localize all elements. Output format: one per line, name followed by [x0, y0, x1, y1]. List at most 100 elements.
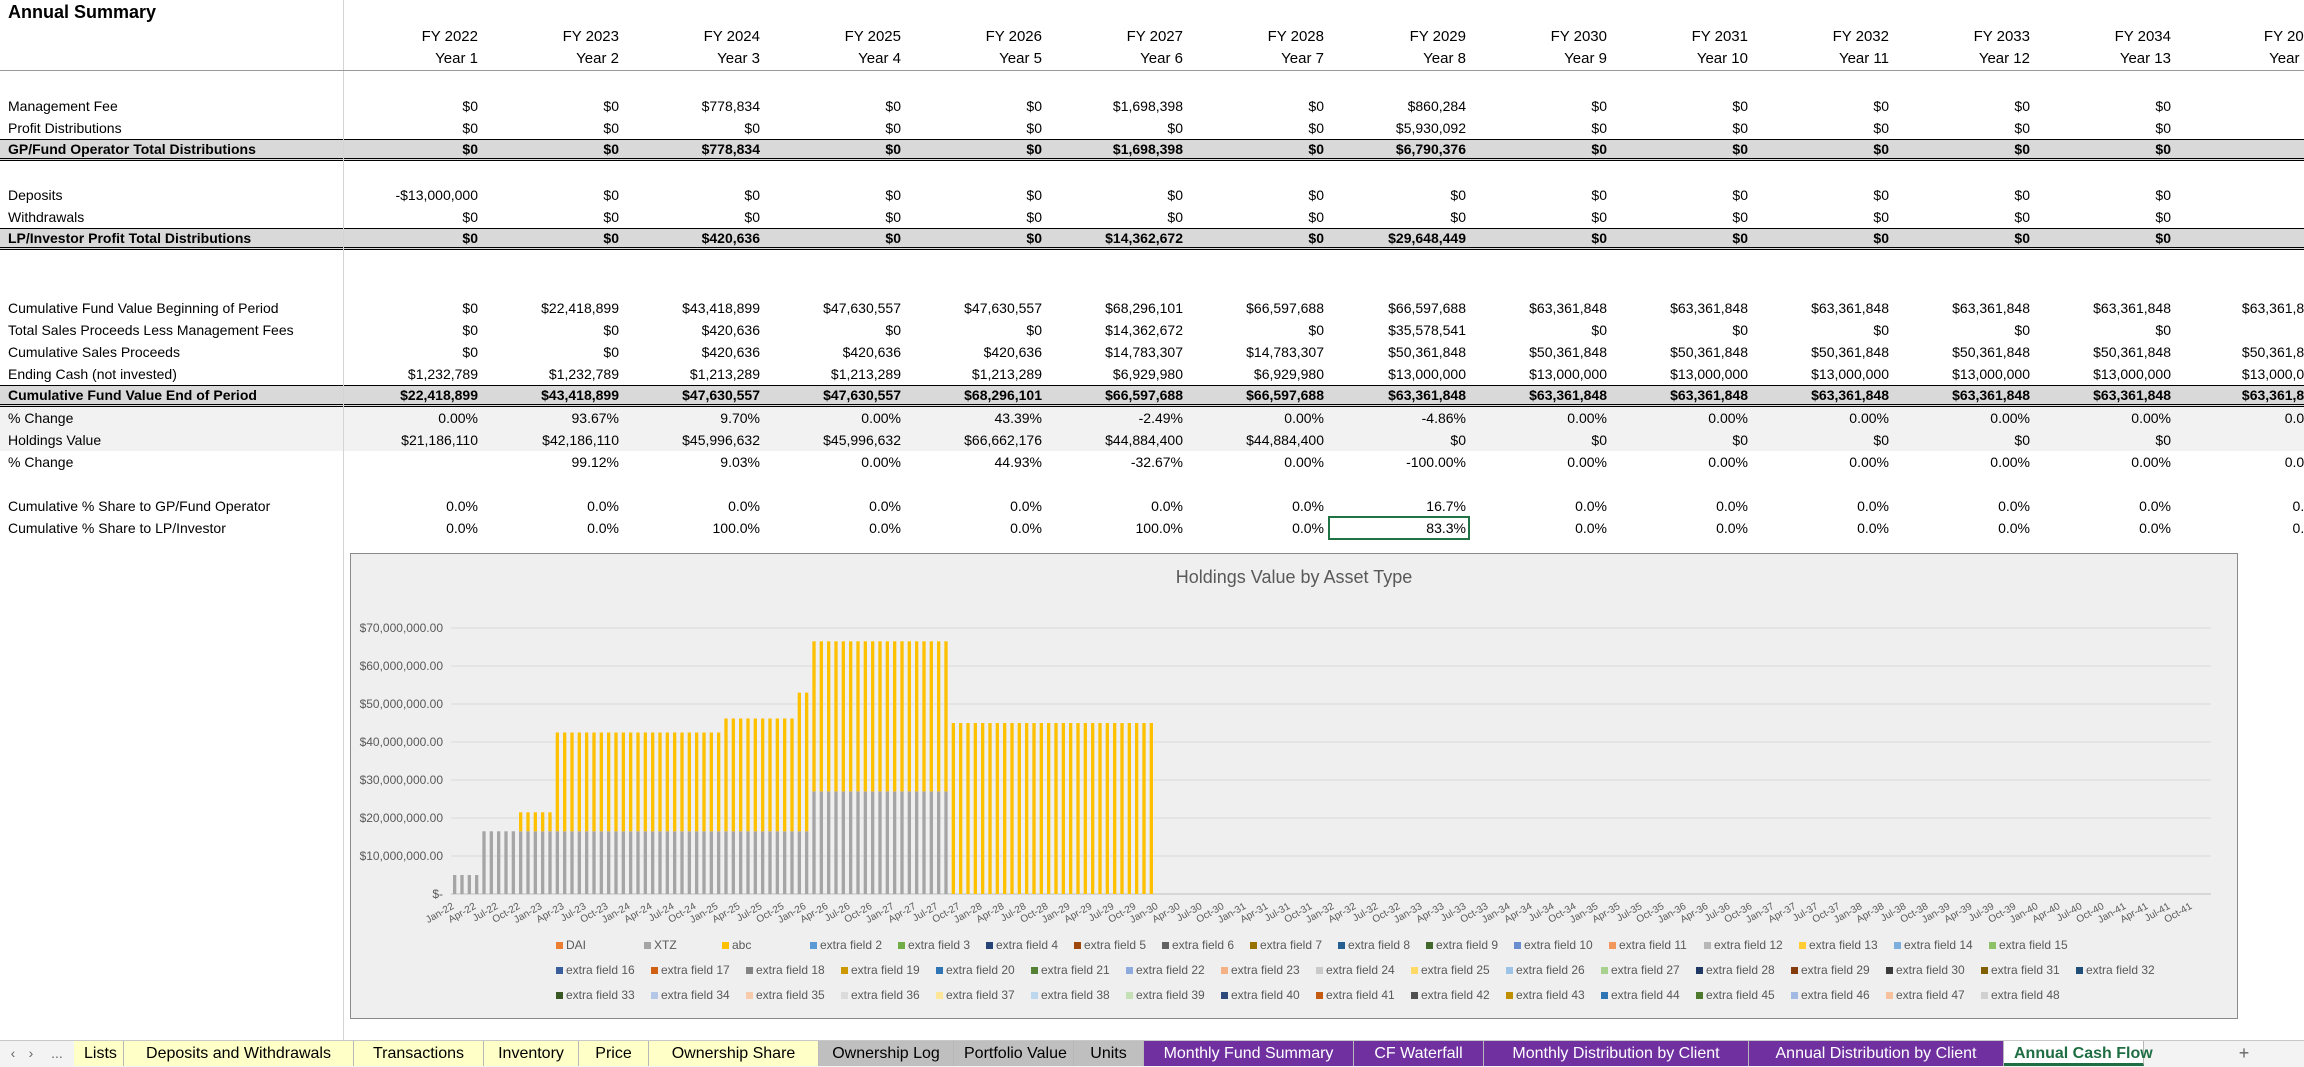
value-cell[interactable]: $0	[1591, 432, 1607, 448]
value-cell[interactable]: 0.0%	[2139, 498, 2171, 514]
value-cell[interactable]: $0	[885, 141, 901, 157]
value-cell[interactable]: 0.0%	[1151, 498, 1183, 514]
value-cell[interactable]: $63,361,84	[2241, 387, 2304, 403]
value-cell[interactable]: $0	[885, 230, 901, 246]
row-label[interactable]: Withdrawals	[8, 209, 85, 225]
value-cell[interactable]: $42,186,110	[542, 432, 619, 448]
value-cell[interactable]: $63,361,848	[1529, 300, 1607, 316]
value-cell[interactable]: $14,783,307	[1246, 344, 1324, 360]
value-cell[interactable]: 0.00%	[1849, 454, 1889, 470]
value-cell[interactable]: $0	[462, 209, 478, 225]
value-cell[interactable]: $	[2171, 229, 2304, 247]
value-cell[interactable]: $50,361,848	[1529, 344, 1607, 360]
value-cell[interactable]: $13,000,00	[2241, 366, 2304, 382]
value-cell[interactable]: 0.0%	[1716, 498, 1748, 514]
value-cell[interactable]: $0	[462, 344, 478, 360]
value-cell[interactable]: $0	[2014, 141, 2030, 157]
value-cell[interactable]: $63,361,848	[2093, 300, 2171, 316]
value-cell[interactable]: $1,698,398	[1112, 141, 1183, 157]
value-cell[interactable]: $63,361,84	[2241, 300, 2304, 316]
value-cell[interactable]: $66,597,688	[1246, 300, 1324, 316]
value-cell[interactable]: $0	[1732, 187, 1748, 203]
value-cell[interactable]: $	[2171, 95, 2304, 117]
value-cell[interactable]: $22,418,899	[400, 387, 478, 403]
tab-more-icon[interactable]: ...	[51, 1045, 63, 1061]
sheet-tab[interactable]: Transactions	[354, 1041, 484, 1066]
value-cell[interactable]: $13,000,000	[1952, 366, 2030, 382]
value-cell[interactable]: 93.67%	[571, 410, 619, 426]
value-cell[interactable]: 0.00%	[1284, 454, 1324, 470]
value-cell[interactable]: $47,630,557	[682, 387, 760, 403]
value-cell[interactable]: $0	[1026, 141, 1042, 157]
value-cell[interactable]: 44.93%	[994, 454, 1042, 470]
value-cell[interactable]: $	[2171, 184, 2304, 206]
value-cell[interactable]: $14,362,672	[1105, 230, 1183, 246]
value-cell[interactable]: $0	[885, 322, 901, 338]
value-cell[interactable]: $0	[462, 230, 478, 246]
sheet-tab[interactable]: Annual Distribution by Client	[1749, 1041, 2004, 1066]
value-cell[interactable]: $0	[2155, 187, 2171, 203]
value-cell[interactable]: $13,000,000	[1388, 366, 1466, 382]
value-cell[interactable]: $0	[744, 187, 760, 203]
value-cell[interactable]: $45,996,632	[823, 432, 901, 448]
value-cell[interactable]: $0	[462, 98, 478, 114]
value-cell[interactable]: $0	[462, 141, 478, 157]
value-cell[interactable]: -100.00%	[1406, 454, 1466, 470]
value-cell[interactable]: $0	[885, 209, 901, 225]
value-cell[interactable]: $0	[2014, 98, 2030, 114]
value-cell[interactable]: 0.00	[2284, 454, 2304, 470]
value-cell[interactable]: $63,361,848	[2093, 387, 2171, 403]
value-cell[interactable]: $44,884,400	[1105, 432, 1183, 448]
add-sheet-icon[interactable]: +	[2238, 1043, 2250, 1063]
value-cell[interactable]: $1,232,789	[548, 366, 619, 382]
value-cell[interactable]: $14,362,672	[1105, 322, 1183, 338]
value-cell[interactable]: $0	[1873, 120, 1889, 136]
value-cell[interactable]: $0	[1873, 209, 1889, 225]
value-cell[interactable]: 0.0%	[1857, 520, 1889, 536]
value-cell[interactable]: 0.0	[2292, 520, 2304, 536]
value-cell[interactable]: 0.0%	[446, 498, 478, 514]
value-cell[interactable]: $0	[2014, 120, 2030, 136]
value-cell[interactable]: $0	[1873, 432, 1889, 448]
row-label[interactable]: GP/Fund Operator Total Distributions	[8, 141, 256, 157]
value-cell[interactable]: $22,418,899	[541, 300, 619, 316]
value-cell[interactable]: $6,929,980	[1253, 366, 1324, 382]
value-cell[interactable]: $0	[1873, 98, 1889, 114]
value-cell[interactable]: $50,361,848	[1952, 344, 2030, 360]
value-cell[interactable]: $0	[1591, 120, 1607, 136]
sheet-tab[interactable]: Ownership Log	[819, 1041, 954, 1066]
value-cell[interactable]: $0	[1591, 322, 1607, 338]
value-cell[interactable]: $0	[603, 322, 619, 338]
value-cell[interactable]: $0	[1167, 209, 1183, 225]
value-cell[interactable]: $63,361,848	[1529, 387, 1607, 403]
value-cell[interactable]: $0	[2014, 187, 2030, 203]
sheet-tab[interactable]: Deposits and Withdrawals	[124, 1041, 354, 1066]
value-cell[interactable]: $0	[1732, 98, 1748, 114]
value-cell[interactable]: $0	[1732, 209, 1748, 225]
value-cell[interactable]: $0	[1026, 98, 1042, 114]
value-cell[interactable]: $0	[1732, 432, 1748, 448]
value-cell[interactable]: $66,597,688	[1105, 387, 1183, 403]
value-cell[interactable]: $0	[603, 230, 619, 246]
value-cell[interactable]: $0	[1591, 209, 1607, 225]
value-cell[interactable]: $0	[1591, 230, 1607, 246]
value-cell[interactable]: $0	[462, 300, 478, 316]
value-cell[interactable]: $0	[2014, 432, 2030, 448]
value-cell[interactable]: $0	[1308, 98, 1324, 114]
tab-scroll-right-icon[interactable]: ›	[28, 1045, 34, 1061]
value-cell[interactable]: $	[2171, 429, 2304, 451]
value-cell[interactable]: $68,296,101	[964, 387, 1042, 403]
value-cell[interactable]: $420,636	[983, 344, 1042, 360]
row-label[interactable]: Ending Cash (not invested)	[8, 366, 177, 382]
row-label[interactable]: Cumulative Fund Value End of Period	[8, 387, 257, 403]
value-cell[interactable]: $0	[1308, 141, 1324, 157]
value-cell[interactable]: 0.0%	[1716, 520, 1748, 536]
value-cell[interactable]: 99.12%	[571, 454, 619, 470]
value-cell[interactable]: 0.00%	[1567, 410, 1607, 426]
value-cell[interactable]: $	[2171, 117, 2304, 139]
row-label[interactable]: Management Fee	[8, 98, 118, 114]
value-cell[interactable]: 9.70%	[720, 410, 760, 426]
value-cell[interactable]: $0	[744, 209, 760, 225]
value-cell[interactable]: $0	[1026, 230, 1042, 246]
value-cell[interactable]: $0	[1167, 187, 1183, 203]
